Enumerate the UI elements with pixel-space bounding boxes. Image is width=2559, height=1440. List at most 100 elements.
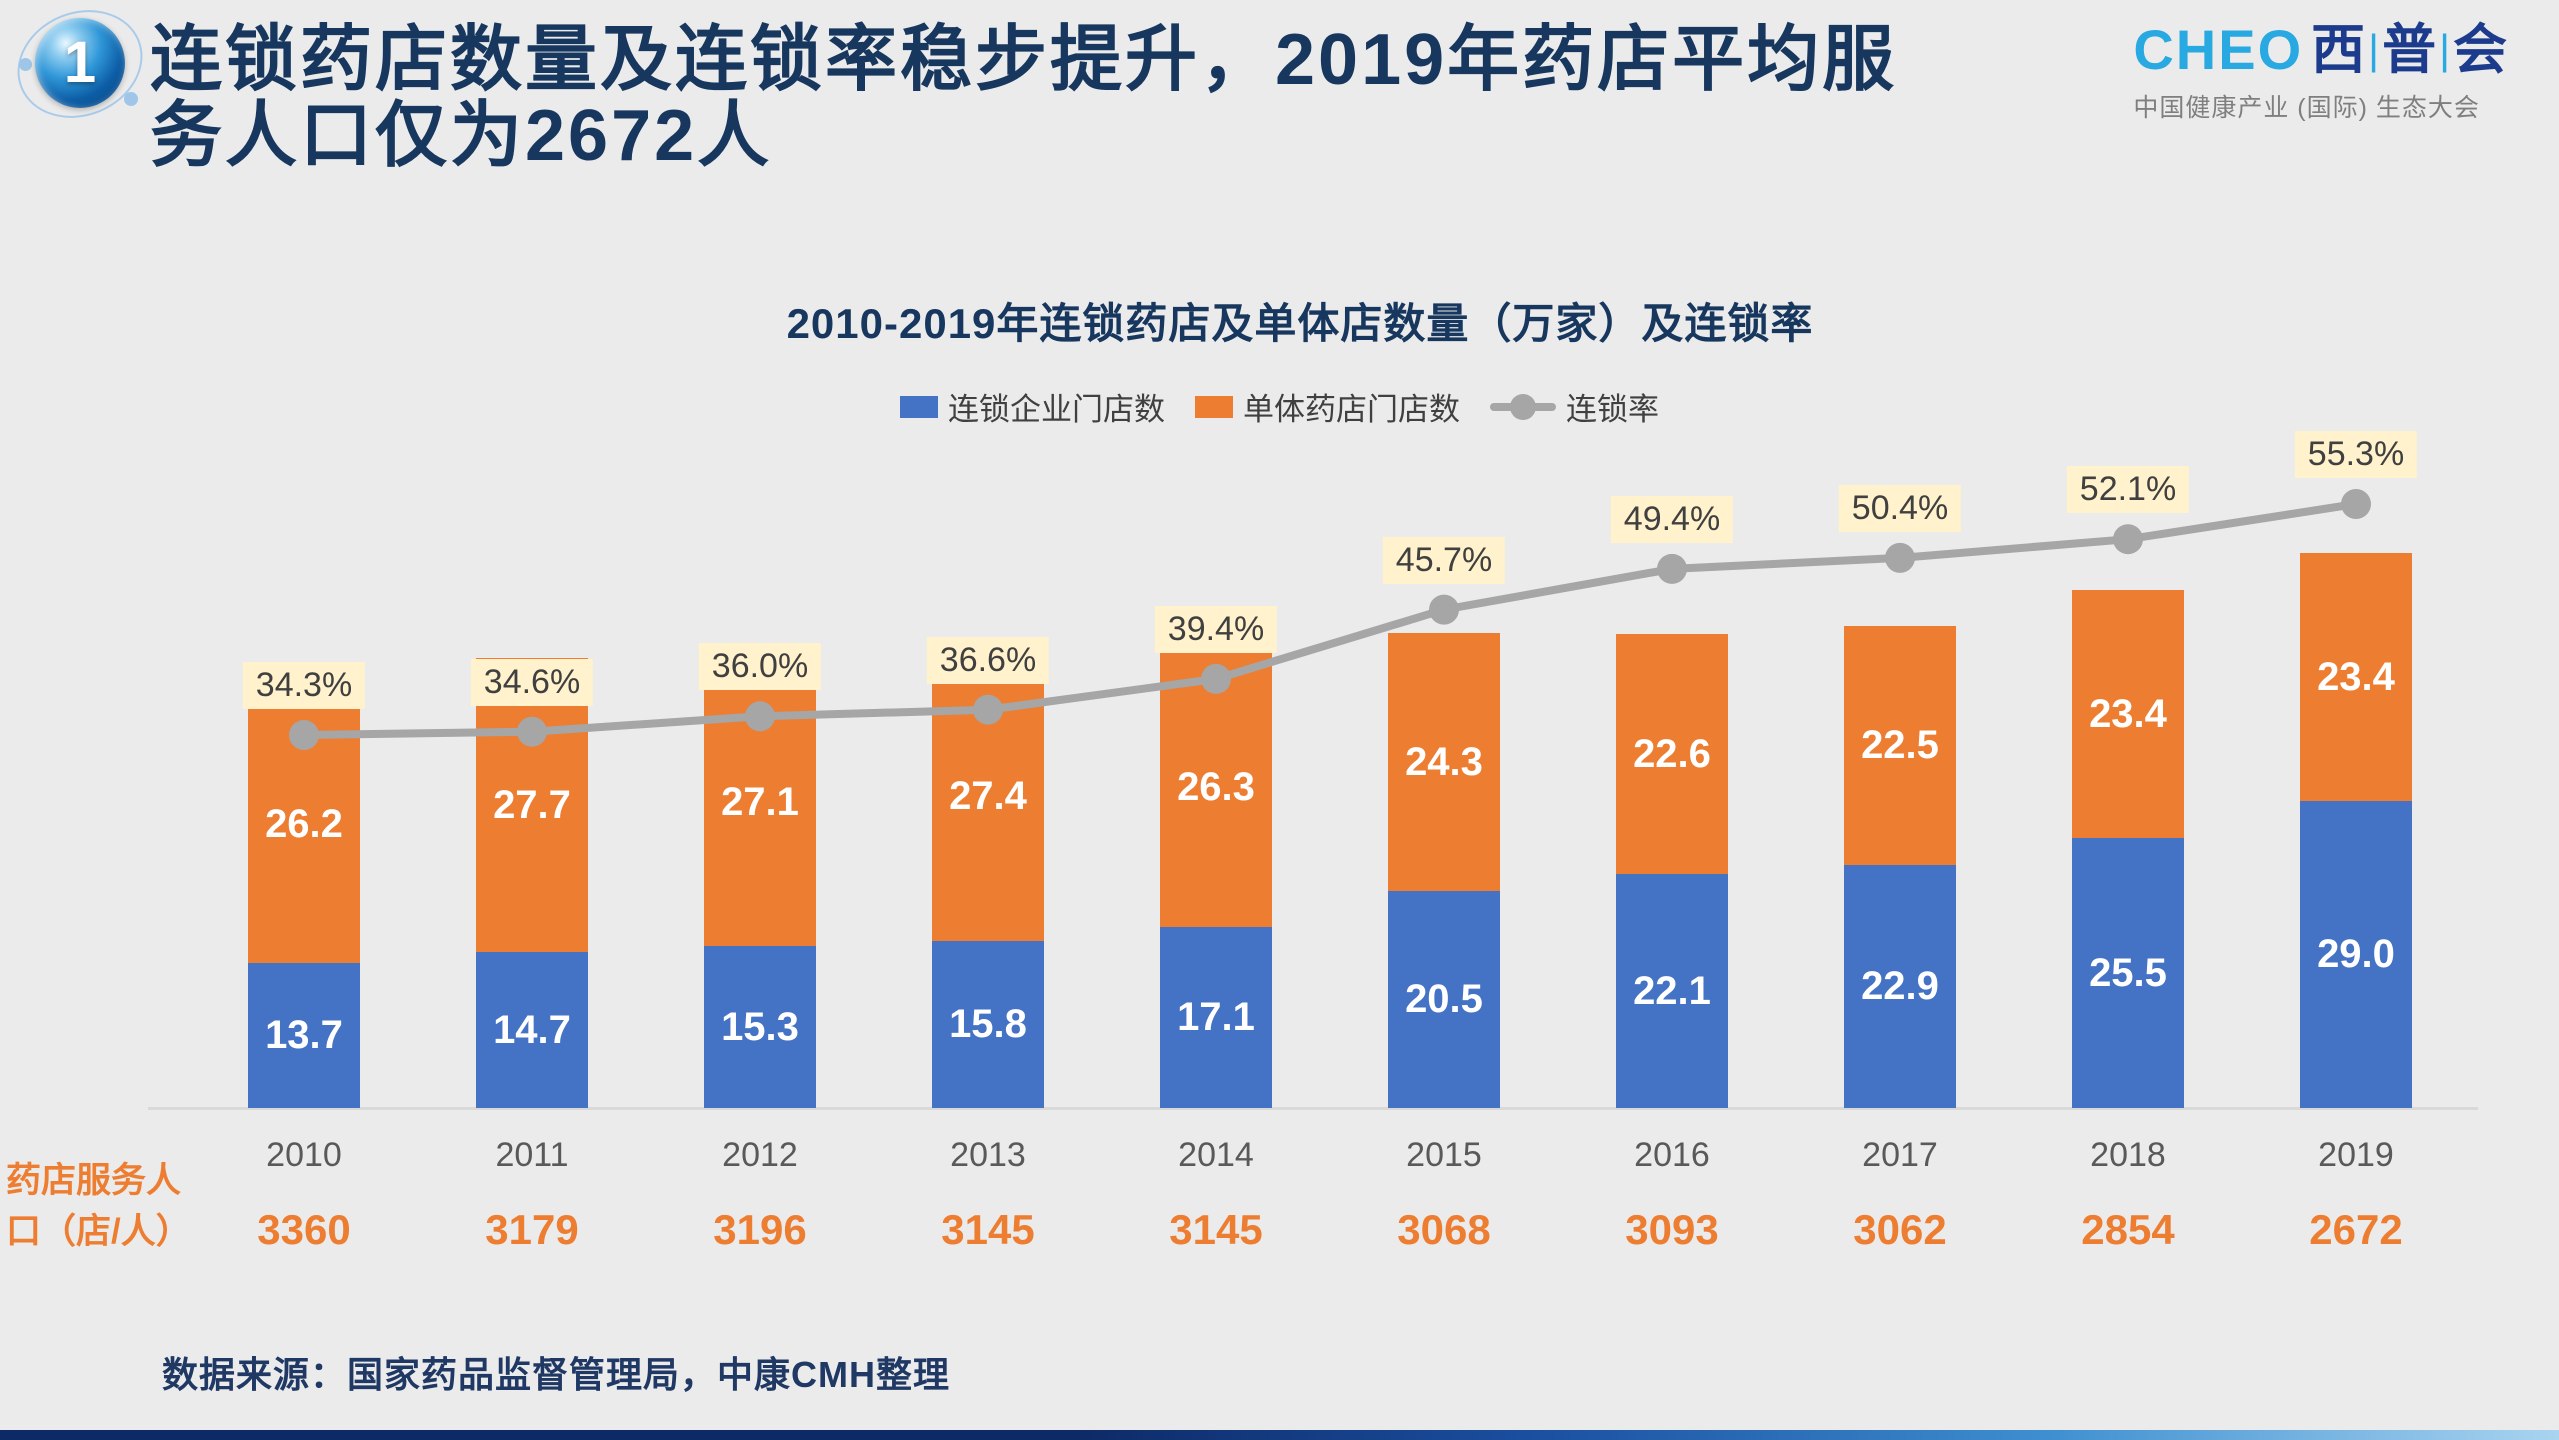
logo-wordmark: CHEO 西|普|会	[2133, 22, 2507, 78]
legend-swatch-orange-icon	[1195, 395, 1233, 418]
bar-segment-chain: 22.9	[1844, 865, 1956, 1108]
bar-segment-chain: 13.7	[248, 963, 360, 1108]
x-axis-label: 2013	[950, 1136, 1026, 1174]
service-population-value: 3093	[1625, 1206, 1719, 1253]
legend-item-single-stores: 单体药店门店数	[1195, 384, 1460, 429]
logo-latin-text: CHEO	[2133, 18, 2304, 81]
x-axis-label: 2010	[266, 1136, 342, 1174]
bar-value-single: 27.4	[949, 773, 1027, 818]
bar-value-chain: 25.5	[2089, 950, 2167, 995]
slide-number-badge: 1	[1, 0, 159, 137]
chain-rate-marker-icon	[1885, 542, 1915, 573]
legend-line-marker-icon	[1490, 393, 1556, 420]
chain-rate-label: 36.0%	[698, 643, 822, 691]
chain-rate-label: 34.3%	[242, 662, 366, 709]
bar-value-single: 26.2	[265, 801, 343, 846]
bar-segment-single: 22.6	[1616, 634, 1728, 874]
bar-value-chain: 22.1	[1633, 968, 1711, 1013]
bar-segment-single: 26.2	[248, 685, 360, 963]
bar-segment-single: 22.5	[1844, 626, 1956, 865]
x-axis-label: 2015	[1406, 1136, 1482, 1174]
bar-segment-chain: 14.7	[476, 952, 588, 1108]
chain-rate-label: 39.4%	[1154, 605, 1278, 653]
chain-rate-marker-icon	[2113, 524, 2143, 555]
brand-logo: CHEO 西|普|会 中国健康产业 (国际) 生态大会	[2133, 22, 2507, 124]
chain-rate-label: 49.4%	[1610, 495, 1734, 543]
stacked-bar-2016: 22.1 22.6	[1616, 634, 1728, 1108]
bar-value-single: 22.6	[1633, 731, 1711, 776]
legend-label: 连锁企业门店数	[948, 392, 1165, 427]
bar-segment-single: 24.3	[1388, 633, 1500, 891]
stacked-bar-2018: 25.5 23.4	[2072, 590, 2184, 1108]
bar-value-chain: 20.5	[1405, 977, 1483, 1021]
x-axis-label: 2014	[1178, 1136, 1254, 1174]
bar-value-chain: 29.0	[2317, 932, 2395, 976]
slide-number: 1	[63, 30, 97, 95]
chain-rate-marker-icon	[1429, 594, 1459, 625]
badge-dot	[19, 58, 32, 71]
bar-value-single: 24.3	[1405, 739, 1483, 784]
legend-item-chain-rate: 连锁率	[1490, 384, 1659, 429]
bar-value-single: 26.3	[1177, 765, 1255, 809]
chain-rate-label: 52.1%	[2066, 466, 2190, 514]
bar-segment-chain: 25.5	[2072, 838, 2184, 1108]
bar-value-single: 23.4	[2317, 654, 2395, 699]
bar-segment-single: 23.4	[2300, 553, 2412, 801]
legend-swatch-blue-icon	[900, 395, 938, 418]
service-population-value: 3196	[713, 1206, 807, 1253]
service-row-header: 药店服务人口（店/人）	[6, 1161, 191, 1251]
stacked-bar-2013: 15.8 27.4	[932, 651, 1044, 1108]
stacked-bar-2012: 15.3 27.1	[704, 659, 816, 1108]
stacked-bar-2010: 13.7 26.2	[248, 685, 360, 1108]
slide-title: 连锁药店数量及连锁率稳步提升，2019年药店平均服 务人口仅为2672人	[150, 20, 1898, 177]
x-axis-label: 2012	[722, 1136, 798, 1174]
bar-value-chain: 17.1	[1177, 995, 1255, 1039]
bar-value-single: 27.1	[721, 780, 799, 824]
x-axis-label: 2018	[2090, 1136, 2166, 1174]
service-population-value: 2672	[2309, 1206, 2403, 1253]
badge-sphere-icon: 1	[35, 18, 125, 108]
logo-cn-char: 西	[2311, 20, 2366, 80]
service-population-value: 3145	[941, 1206, 1035, 1253]
chain-rate-label: 36.6%	[926, 636, 1050, 684]
chain-rate-label: 45.7%	[1382, 536, 1506, 584]
service-population-value: 3068	[1397, 1206, 1491, 1253]
chain-rate-label: 55.3%	[2294, 431, 2418, 478]
bar-segment-single: 27.1	[704, 659, 816, 946]
source-note: 数据来源：国家药品监督管理局，中康CMH整理	[162, 1354, 950, 1395]
bar-segment-chain: 17.1	[1160, 927, 1272, 1108]
bar-value-single: 23.4	[2089, 691, 2167, 736]
x-axis-label: 2019	[2318, 1136, 2394, 1174]
x-axis-label: 2011	[495, 1136, 569, 1174]
stacked-bar-2019: 29.0 23.4	[2300, 553, 2412, 1108]
bar-segment-chain: 29.0	[2300, 801, 2412, 1108]
chain-rate-label: 50.4%	[1838, 484, 1962, 532]
logo-cn-text: 西|普|会	[2311, 23, 2507, 77]
bar-segment-single: 23.4	[2072, 590, 2184, 838]
legend-item-chain-stores: 连锁企业门店数	[900, 384, 1165, 429]
service-population-value: 3062	[1853, 1206, 1947, 1253]
bar-segment-single: 26.3	[1160, 648, 1272, 927]
service-population-value: 3360	[257, 1206, 351, 1253]
bar-segment-single: 27.4	[932, 651, 1044, 941]
chain-rate-marker-icon	[1657, 553, 1687, 584]
stacked-bar-2014: 17.1 26.3	[1160, 648, 1272, 1108]
logo-cn-char: 普	[2382, 20, 2437, 80]
service-population-value: 3145	[1169, 1206, 1263, 1253]
x-axis-label: 2017	[1862, 1136, 1938, 1174]
bar-segment-chain: 15.3	[704, 946, 816, 1108]
legend-label: 单体药店门店数	[1243, 392, 1460, 427]
bar-value-chain: 15.3	[721, 1004, 799, 1049]
logo-subtitle: 中国健康产业 (国际) 生态大会	[2133, 94, 2480, 122]
x-axis-label: 2016	[1634, 1136, 1710, 1174]
bar-value-chain: 22.9	[1861, 964, 1939, 1008]
logo-separator: |	[2439, 26, 2450, 73]
bottom-accent-bar	[0, 1430, 2559, 1440]
bar-value-chain: 15.8	[949, 1002, 1027, 1046]
bar-value-chain: 13.7	[265, 1013, 343, 1057]
x-axis-line	[148, 1107, 2478, 1110]
logo-cn-char: 会	[2453, 20, 2507, 80]
bar-segment-chain: 15.8	[932, 941, 1044, 1108]
stacked-bar-2017: 22.9 22.5	[1844, 626, 1956, 1108]
chart-title: 2010-2019年连锁药店及单体店数量（万家）及连锁率	[786, 300, 1814, 347]
